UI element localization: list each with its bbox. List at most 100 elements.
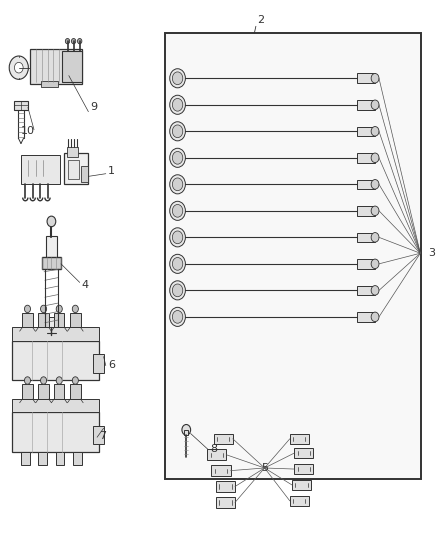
Bar [357, 180, 375, 189]
Bar [64, 152, 88, 184]
Text: 2: 2 [257, 15, 264, 25]
Circle shape [25, 305, 31, 313]
Circle shape [371, 206, 379, 216]
Circle shape [182, 424, 191, 435]
Bar [357, 153, 375, 163]
Bar [12, 341, 99, 381]
Bar [292, 480, 311, 490]
Circle shape [47, 216, 56, 227]
Circle shape [72, 377, 78, 384]
Bar [54, 313, 64, 327]
Bar [216, 497, 235, 508]
Text: 3: 3 [427, 248, 434, 259]
Circle shape [14, 62, 23, 73]
Bar [22, 313, 33, 327]
Bar [207, 449, 226, 460]
Circle shape [25, 377, 31, 384]
Bar [21, 155, 60, 184]
Circle shape [371, 74, 379, 83]
Bar [357, 100, 375, 110]
Circle shape [371, 153, 379, 163]
Text: 4: 4 [82, 280, 89, 290]
Circle shape [170, 95, 185, 114]
Text: 5: 5 [261, 463, 268, 473]
Bar [357, 286, 375, 295]
Circle shape [371, 126, 379, 136]
Bar [46, 236, 57, 259]
Bar [39, 451, 47, 465]
Bar [68, 160, 79, 179]
Bar [30, 49, 82, 84]
Bar [73, 451, 82, 465]
Bar [12, 327, 99, 341]
Circle shape [170, 175, 185, 194]
Circle shape [172, 151, 183, 164]
Circle shape [170, 281, 185, 300]
Bar [294, 464, 313, 474]
Circle shape [56, 305, 62, 313]
Circle shape [65, 38, 70, 44]
Bar [357, 74, 375, 83]
Bar [357, 206, 375, 216]
Circle shape [170, 122, 185, 141]
Bar [290, 433, 309, 444]
Circle shape [172, 257, 183, 270]
Bar [56, 451, 64, 465]
Bar [93, 354, 104, 373]
Circle shape [170, 148, 185, 167]
Text: 9: 9 [91, 102, 98, 112]
Circle shape [170, 228, 185, 247]
Circle shape [78, 38, 82, 44]
Bar [357, 259, 375, 269]
Circle shape [371, 259, 379, 269]
Circle shape [371, 232, 379, 242]
Bar [22, 384, 33, 399]
Text: 1: 1 [108, 166, 115, 176]
Circle shape [9, 56, 28, 79]
Text: 8: 8 [210, 445, 217, 455]
Circle shape [172, 284, 183, 297]
Circle shape [371, 180, 379, 189]
Circle shape [172, 178, 183, 191]
Bar [12, 399, 99, 413]
Circle shape [56, 377, 62, 384]
Bar [81, 166, 88, 182]
Text: 10: 10 [21, 126, 35, 136]
Bar [184, 430, 188, 435]
Bar [357, 126, 375, 136]
Circle shape [371, 100, 379, 110]
Circle shape [172, 231, 183, 244]
Bar [39, 313, 49, 327]
Bar [39, 384, 49, 399]
Circle shape [170, 254, 185, 273]
Bar [41, 81, 58, 87]
Bar [93, 425, 104, 444]
Bar [62, 51, 82, 82]
Circle shape [172, 99, 183, 111]
Circle shape [71, 38, 76, 44]
Bar [165, 33, 421, 479]
Circle shape [371, 286, 379, 295]
Bar [294, 448, 313, 458]
Bar [14, 101, 28, 110]
Bar [357, 232, 375, 242]
Circle shape [172, 311, 183, 323]
Circle shape [41, 377, 46, 384]
Circle shape [170, 201, 185, 220]
Bar [42, 257, 61, 269]
Circle shape [170, 69, 185, 88]
Bar [12, 413, 99, 452]
Circle shape [172, 72, 183, 85]
Bar [54, 384, 64, 399]
Bar [214, 433, 233, 444]
Circle shape [172, 125, 183, 138]
Circle shape [172, 205, 183, 217]
Bar [70, 313, 81, 327]
Bar [290, 496, 309, 506]
Bar [46, 317, 57, 327]
Bar [212, 465, 231, 476]
Circle shape [72, 305, 78, 313]
Text: 6: 6 [108, 360, 115, 369]
Bar [216, 481, 235, 492]
Bar [357, 312, 375, 321]
